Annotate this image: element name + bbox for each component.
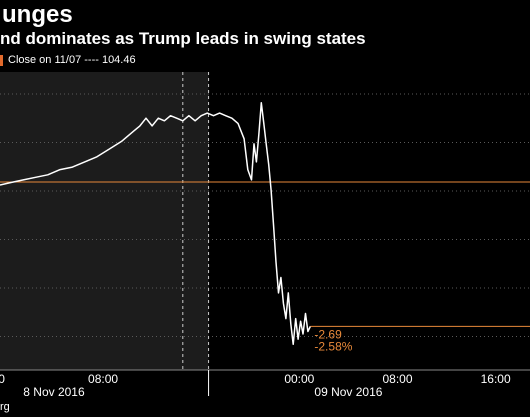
legend: Close on 11/07 ---- 104.46 <box>0 53 136 67</box>
chart-title: unges <box>2 1 73 28</box>
legend-label: Close on 11/07 ---- 104.46 <box>8 54 136 66</box>
x-tick-label: 16:00 <box>481 372 511 386</box>
shaded-region <box>0 72 209 370</box>
x-tick-label: 00:00 <box>284 372 314 386</box>
x-tick-label: 00 <box>0 372 5 386</box>
x-date-label: 09 Nov 2016 <box>314 385 382 399</box>
series-line <box>0 102 312 346</box>
x-tick-label: 08:00 <box>382 372 412 386</box>
x-tick-label: 08:00 <box>88 372 118 386</box>
legend-swatch <box>0 54 3 66</box>
x-date-label: 8 Nov 2016 <box>23 385 85 399</box>
annotation-label: -2.58% <box>314 340 352 354</box>
source-label: rg <box>0 401 10 413</box>
chart-subtitle: nd dominates as Trump leads in swing sta… <box>0 29 366 48</box>
annotation-label: -2.69 <box>314 327 342 341</box>
